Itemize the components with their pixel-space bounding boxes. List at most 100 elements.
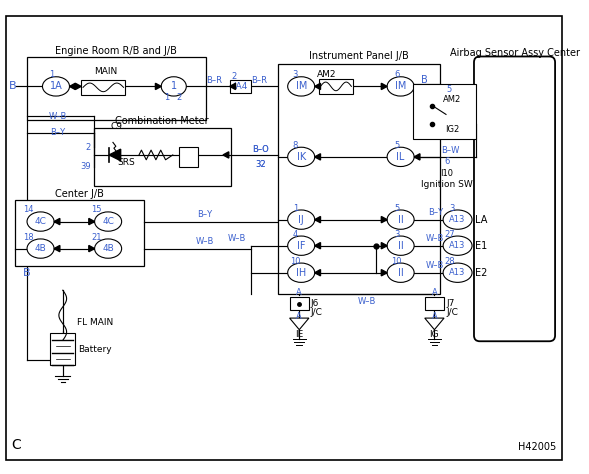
Text: 4: 4: [293, 229, 298, 238]
Text: B: B: [23, 268, 31, 278]
Text: A: A: [432, 289, 437, 298]
Polygon shape: [89, 219, 95, 225]
Bar: [178, 147, 198, 166]
Text: Ignition SW: Ignition SW: [421, 181, 473, 190]
Ellipse shape: [287, 147, 315, 166]
Ellipse shape: [387, 210, 414, 229]
Bar: [413, 84, 476, 139]
FancyBboxPatch shape: [474, 56, 555, 341]
Bar: [50, 333, 75, 365]
Ellipse shape: [95, 212, 122, 231]
Text: IG2: IG2: [445, 125, 459, 134]
Text: 4C: 4C: [102, 217, 114, 226]
Polygon shape: [54, 219, 60, 225]
Text: IE: IE: [295, 330, 303, 339]
Text: A: A: [432, 312, 437, 320]
Text: Airbag Sensor Assy Center: Airbag Sensor Assy Center: [449, 47, 580, 58]
Ellipse shape: [27, 212, 54, 231]
Text: 5: 5: [446, 85, 452, 94]
Text: IL: IL: [396, 152, 405, 162]
Text: W–B: W–B: [426, 262, 445, 271]
Ellipse shape: [287, 263, 315, 283]
Text: B–R: B–R: [251, 76, 267, 85]
Text: 1: 1: [164, 93, 170, 102]
Text: 4B: 4B: [102, 244, 114, 253]
Text: 15: 15: [91, 205, 102, 214]
Text: 14: 14: [23, 205, 33, 214]
Text: 1: 1: [293, 203, 298, 212]
Text: 6: 6: [394, 70, 399, 79]
Text: 27: 27: [445, 229, 455, 238]
Text: II: II: [398, 215, 403, 225]
Text: IG: IG: [429, 330, 439, 339]
Text: 1: 1: [49, 70, 55, 79]
Text: B: B: [9, 82, 16, 91]
Text: B–W: B–W: [441, 146, 459, 155]
Polygon shape: [230, 83, 236, 90]
Text: IJ: IJ: [298, 215, 304, 225]
Text: A: A: [296, 289, 302, 298]
Text: 2: 2: [85, 143, 91, 152]
Text: 4C: 4C: [35, 217, 47, 226]
Polygon shape: [109, 149, 121, 161]
Text: 4B: 4B: [35, 244, 47, 253]
Ellipse shape: [287, 77, 315, 96]
Text: 5: 5: [394, 141, 399, 150]
Text: Instrument Panel J/B: Instrument Panel J/B: [309, 52, 409, 62]
Polygon shape: [315, 217, 320, 223]
Text: W–B: W–B: [358, 297, 376, 306]
Polygon shape: [315, 83, 320, 90]
Ellipse shape: [287, 210, 315, 229]
Text: 3: 3: [449, 203, 455, 212]
Text: Engine Room R/B and J/B: Engine Room R/B and J/B: [55, 46, 177, 55]
Text: Battery: Battery: [78, 346, 112, 355]
Text: B–O: B–O: [252, 145, 269, 154]
Ellipse shape: [387, 77, 414, 96]
Text: B–Y: B–Y: [197, 210, 212, 219]
Text: C: C: [12, 438, 21, 452]
Text: 1A: 1A: [49, 82, 62, 91]
Ellipse shape: [387, 263, 414, 283]
Polygon shape: [381, 243, 387, 249]
Text: SRS: SRS: [118, 158, 135, 167]
Ellipse shape: [387, 236, 414, 255]
Text: B–R: B–R: [206, 76, 222, 85]
Text: A13: A13: [449, 268, 466, 277]
Ellipse shape: [387, 147, 414, 166]
Bar: [94, 128, 231, 186]
Text: 3: 3: [394, 229, 399, 238]
Bar: [81, 80, 125, 95]
Text: 3: 3: [293, 70, 298, 79]
Text: W–B: W–B: [196, 237, 214, 246]
Polygon shape: [381, 217, 387, 223]
Text: J/C: J/C: [446, 308, 458, 317]
Text: E2: E2: [475, 268, 487, 278]
Ellipse shape: [42, 77, 70, 96]
Text: W–B: W–B: [426, 235, 445, 244]
Bar: [290, 297, 309, 310]
Text: 2: 2: [231, 72, 236, 81]
Text: B–O: B–O: [252, 145, 269, 154]
Ellipse shape: [443, 210, 472, 229]
Text: B–Y: B–Y: [50, 128, 65, 137]
Text: 10: 10: [392, 256, 402, 265]
Text: FL MAIN: FL MAIN: [77, 319, 114, 328]
Bar: [27, 57, 206, 120]
Text: H42005: H42005: [518, 442, 556, 452]
Text: IK: IK: [297, 152, 306, 162]
Text: 32: 32: [256, 160, 266, 169]
Text: 10: 10: [290, 256, 300, 265]
Text: 2: 2: [176, 93, 181, 102]
Text: 6: 6: [444, 157, 449, 166]
Polygon shape: [315, 154, 320, 160]
Polygon shape: [223, 152, 229, 158]
Polygon shape: [70, 83, 75, 90]
Text: IA4: IA4: [233, 82, 247, 91]
Polygon shape: [315, 243, 320, 249]
Text: J/C: J/C: [311, 308, 323, 317]
Text: 39: 39: [81, 162, 91, 171]
Polygon shape: [381, 83, 387, 90]
Text: W–B: W–B: [227, 235, 246, 244]
Text: IF: IF: [297, 241, 306, 251]
Text: II: II: [398, 268, 403, 278]
